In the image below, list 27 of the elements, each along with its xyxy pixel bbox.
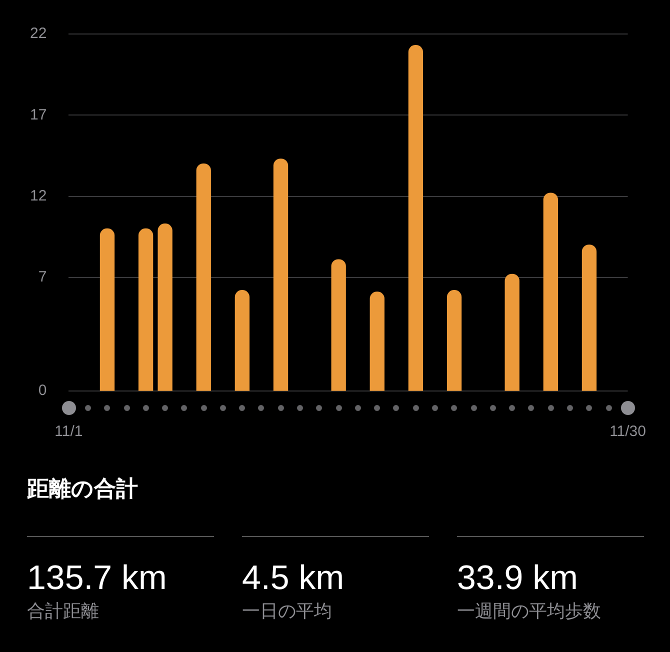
bar — [446, 290, 462, 391]
text: 合計距離 — [27, 600, 100, 623]
y-tick-label: 7 — [38, 268, 47, 286]
bar — [331, 259, 346, 391]
bar — [234, 290, 250, 391]
x-tick-label: 11/30 — [610, 423, 646, 440]
bar — [273, 158, 288, 391]
text: 距離の合計 — [27, 476, 138, 504]
bar — [408, 45, 424, 391]
bar — [370, 292, 384, 391]
bar — [100, 228, 115, 391]
bar — [196, 163, 211, 391]
text: 135.7 km — [27, 559, 168, 597]
bar — [138, 228, 154, 391]
x-tick-label: 11/1 — [54, 423, 83, 440]
y-tick-label: 0 — [38, 382, 47, 400]
bar — [582, 244, 597, 391]
text: 一日の平均 — [242, 600, 333, 623]
bar — [543, 192, 558, 391]
bar — [504, 274, 520, 391]
text: 一週間の平均歩数 — [457, 600, 602, 623]
y-tick-label: 22 — [30, 25, 47, 42]
y-tick-label: 17 — [30, 106, 47, 124]
text: 33.9 km — [457, 559, 579, 597]
bar — [158, 224, 172, 391]
text: 4.5 km — [242, 559, 346, 597]
y-tick-label: 12 — [30, 187, 47, 204]
